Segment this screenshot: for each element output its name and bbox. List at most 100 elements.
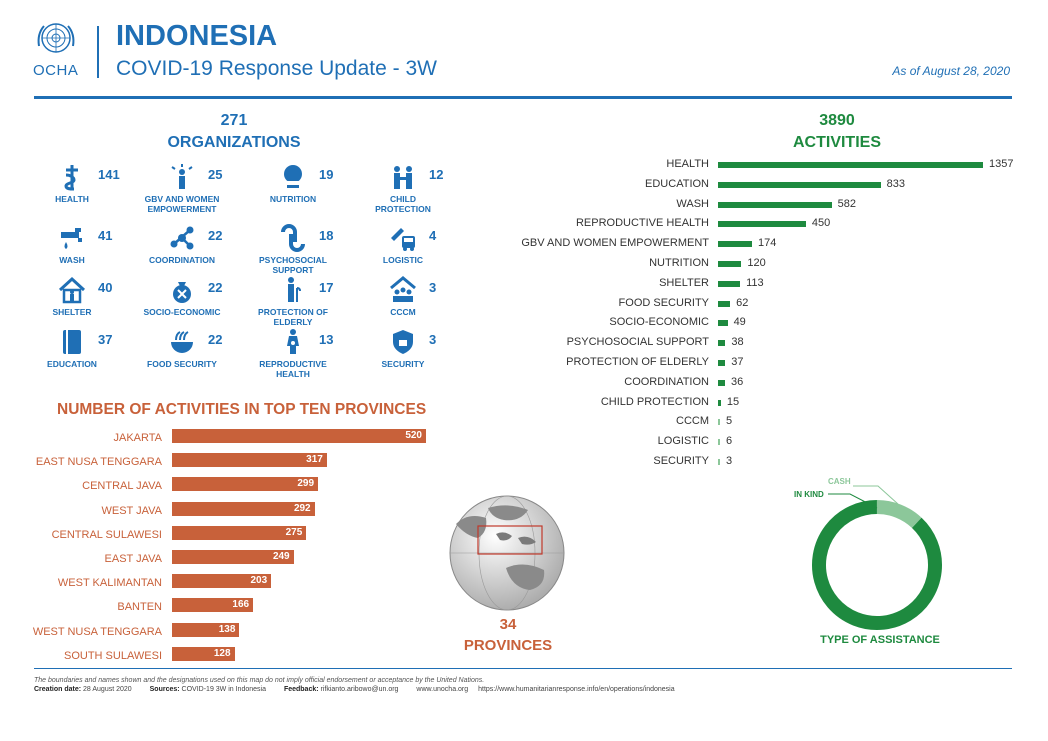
creation-value: 28 August 2020 bbox=[83, 686, 132, 693]
provinces-count: 34 bbox=[499, 616, 517, 633]
org-item-reproductive-health: REPRODUCTIVE HEALTH 13 bbox=[259, 328, 371, 384]
inkind-leader-line bbox=[828, 493, 878, 509]
security-icon bbox=[389, 328, 417, 356]
org-item-count: 37 bbox=[98, 332, 113, 347]
org-item-label: REPRODUCTIVE HEALTH bbox=[259, 359, 327, 379]
activity-row: PROTECTION OF ELDERLY 37 bbox=[430, 355, 1030, 373]
org-item-label: EDUCATION bbox=[47, 359, 97, 369]
activity-value: 6 bbox=[726, 435, 733, 448]
activity-row: PSYCHOSOCIAL SUPPORT 38 bbox=[430, 335, 1030, 353]
org-item-health: HEALTH 141 bbox=[40, 163, 150, 219]
org-item-count: 4 bbox=[429, 228, 437, 243]
org-item-coordination: COORDINATION 22 bbox=[149, 224, 260, 280]
activity-row: REPRODUCTIVE HEALTH 450 bbox=[430, 216, 1030, 234]
food-security-icon bbox=[168, 328, 196, 356]
province-row: CENTRAL JAVA 299 bbox=[34, 477, 454, 497]
activity-row: GBV AND WOMEN EMPOWERMENT 174 bbox=[430, 236, 1030, 254]
ocha-logo-text: OCHA bbox=[33, 62, 79, 79]
org-item-label: GBV AND WOMEN EMPOWERMENT bbox=[144, 194, 220, 214]
page-title: INDONESIA bbox=[116, 20, 278, 52]
organizations-total: 271 bbox=[220, 112, 248, 129]
feedback-value[interactable]: rifkianto.aribowo@un.org bbox=[320, 686, 399, 693]
org-item-gbv: GBV AND WOMEN EMPOWERMENT 25 bbox=[145, 163, 260, 219]
province-label: EAST JAVA bbox=[104, 553, 162, 565]
activity-bar bbox=[718, 280, 741, 287]
site-link[interactable]: www.unocha.org bbox=[416, 686, 469, 693]
org-item-label: FOOD SECURITY bbox=[147, 359, 217, 369]
province-label: CENTRAL JAVA bbox=[82, 480, 162, 493]
org-item-psychosocial: PSYCHOSOCIAL SUPPORT 18 bbox=[259, 224, 371, 280]
assistance-title: TYPE OF ASSISTANCE bbox=[820, 634, 940, 646]
province-label: BANTEN bbox=[117, 601, 162, 614]
province-row: SOUTH SULAWESI 128 bbox=[34, 646, 454, 667]
org-item-shelter: SHELTER 40 bbox=[40, 276, 150, 332]
activity-label: SECURITY bbox=[653, 455, 709, 467]
activity-label: CCCM bbox=[676, 415, 709, 428]
header: OCHA INDONESIA COVID-19 Response Update … bbox=[33, 20, 1012, 100]
province-bar: 249 bbox=[172, 550, 294, 564]
org-item-elderly: PROTECTION OF ELDERLY 17 bbox=[258, 276, 371, 332]
province-value: 299 bbox=[297, 478, 315, 490]
assistance-donut: CASH IN KIND bbox=[790, 470, 960, 640]
activity-row: COORDINATION 36 bbox=[430, 375, 1030, 393]
org-item-count: 19 bbox=[319, 167, 334, 182]
activity-label: PSYCHOSOCIAL SUPPORT bbox=[566, 336, 709, 349]
province-label: EAST NUSA TENGGARA bbox=[35, 456, 162, 469]
activity-value: 120 bbox=[747, 257, 766, 269]
org-item-count: 25 bbox=[208, 167, 223, 182]
activity-label: NUTRITION bbox=[649, 257, 709, 269]
province-value: 317 bbox=[306, 454, 323, 466]
cccm-icon bbox=[389, 276, 417, 304]
province-bar: 520 bbox=[172, 429, 426, 443]
org-item-count: 12 bbox=[429, 167, 444, 182]
province-row: EAST JAVA 249 bbox=[34, 550, 454, 570]
provinces-chart-title: NUMBER OF ACTIVITIES IN TOP TEN PROVINCE… bbox=[57, 401, 427, 418]
province-label: CENTRAL SULAWESI bbox=[51, 528, 162, 541]
activity-row: SHELTER 113 bbox=[430, 276, 1030, 294]
page-subtitle: COVID-19 Response Update - 3W bbox=[116, 57, 437, 80]
activity-row: NUTRITION 120 bbox=[430, 256, 1030, 274]
cash-label: CASH bbox=[828, 477, 851, 486]
org-item-socio-economic: SOCIO-ECONOMIC 22 bbox=[144, 276, 260, 332]
activity-row: SOCIO-ECONOMIC 49 bbox=[430, 315, 1030, 333]
elderly-icon bbox=[279, 276, 307, 304]
activity-row: FOOD SECURITY 62 bbox=[430, 296, 1030, 314]
province-row: JAKARTA 520 bbox=[34, 429, 454, 449]
activity-bar bbox=[718, 459, 720, 465]
org-item-count: 3 bbox=[429, 332, 437, 347]
activity-value: 37 bbox=[731, 356, 744, 368]
activity-bar bbox=[718, 320, 728, 327]
activity-label: COORDINATION bbox=[624, 375, 709, 388]
org-item-child-protection: CHILD PROTECTION 12 bbox=[371, 163, 481, 219]
province-value: 203 bbox=[250, 575, 268, 587]
org-item-food-security: FOOD SECURITY 22 bbox=[147, 328, 260, 384]
url-link[interactable]: https://www.humanitarianresponse.info/en… bbox=[478, 686, 675, 693]
activity-value: 49 bbox=[733, 316, 746, 329]
activity-label: REPRODUCTIVE HEALTH bbox=[575, 217, 709, 230]
activity-bar bbox=[718, 360, 726, 366]
org-item-label: CHILD PROTECTION bbox=[375, 194, 431, 214]
org-item-label: SECURITY bbox=[381, 359, 425, 369]
province-bar: 292 bbox=[172, 501, 315, 516]
province-label: JAKARTA bbox=[113, 432, 163, 444]
disclaimer: The boundaries and names shown and the d… bbox=[34, 677, 485, 684]
org-item-cccm: CCCM 3 bbox=[371, 276, 481, 332]
creation-label: Creation date: bbox=[34, 686, 82, 693]
activity-bar bbox=[718, 399, 721, 406]
activity-bar bbox=[718, 201, 832, 208]
activity-value: 62 bbox=[736, 296, 749, 309]
province-bar: 317 bbox=[172, 453, 327, 468]
province-row: WEST JAVA 292 bbox=[34, 501, 454, 522]
globe-map bbox=[448, 494, 566, 612]
activity-bar bbox=[718, 261, 742, 267]
activity-bar bbox=[718, 379, 726, 386]
activity-bar bbox=[718, 241, 752, 248]
sources-value: COVID-19 3W in Indonesia bbox=[181, 686, 266, 693]
province-value: 275 bbox=[285, 526, 303, 538]
cash-slice bbox=[876, 500, 922, 529]
org-item-label: PROTECTION OF ELDERLY bbox=[258, 307, 328, 327]
header-rule bbox=[34, 96, 1012, 99]
org-item-label: NUTRITION bbox=[269, 194, 317, 204]
coordination-icon bbox=[168, 224, 196, 252]
org-item-wash: WASH 41 bbox=[40, 224, 150, 280]
